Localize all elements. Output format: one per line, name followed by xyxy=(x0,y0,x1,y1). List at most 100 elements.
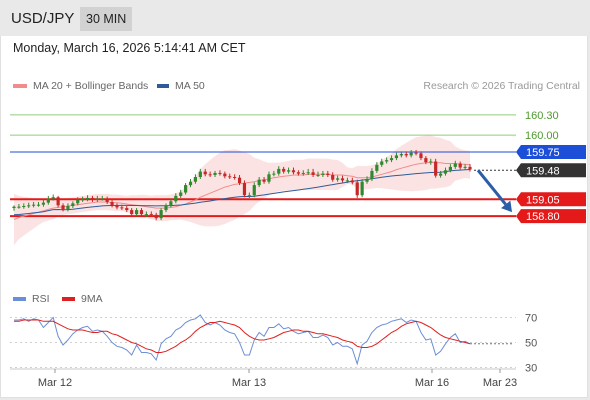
candle-body xyxy=(242,183,247,196)
current-price-label: 159.48 xyxy=(526,165,560,177)
candle-body xyxy=(120,207,124,209)
candle-body xyxy=(370,170,374,180)
candle-body xyxy=(188,181,193,186)
candle-body xyxy=(306,172,310,174)
candle-body xyxy=(184,185,188,193)
candle-body xyxy=(144,214,148,216)
ma20-line xyxy=(13,161,471,220)
candle-body xyxy=(237,177,242,184)
candle-body xyxy=(56,197,60,206)
candle-body xyxy=(331,174,335,180)
ma50-line xyxy=(13,169,471,216)
candle-body xyxy=(404,154,408,156)
x-tick-label: Mar 12 xyxy=(38,377,72,389)
rsi-panel: 70 50 30 xyxy=(10,313,537,375)
candle-body xyxy=(345,180,350,182)
candle-body xyxy=(208,174,212,176)
candle-body xyxy=(340,178,345,181)
candle-body xyxy=(429,161,433,163)
candle-body xyxy=(12,206,16,209)
candle-body xyxy=(257,179,261,186)
rsi-line xyxy=(14,314,471,366)
candle-body xyxy=(149,214,153,216)
candle-body xyxy=(66,206,70,210)
candle-body xyxy=(296,172,300,174)
level-label-pivot: 159.75 xyxy=(526,147,560,159)
candle-body xyxy=(409,152,413,156)
candle-body xyxy=(90,197,95,200)
timeframe-button[interactable]: 30 MIN xyxy=(80,7,133,31)
candle-body xyxy=(198,171,202,177)
candle-body xyxy=(316,174,320,176)
candle-body xyxy=(193,177,198,182)
candle-body xyxy=(85,197,90,200)
candle-body xyxy=(380,161,384,165)
legend-ma50-label: MA 50 xyxy=(175,80,205,92)
candle-body xyxy=(164,205,168,211)
candle-body xyxy=(22,206,26,208)
candle-body xyxy=(365,179,369,182)
level-label-resistance: 160.30 xyxy=(525,110,559,122)
legend-ma50: MA 50 xyxy=(157,80,205,92)
rsi-tick-label: 30 xyxy=(525,363,537,375)
candle-body xyxy=(81,199,85,201)
candle-body xyxy=(218,172,222,174)
candle-body xyxy=(311,172,315,175)
candle-body xyxy=(443,170,448,174)
level-tag-support xyxy=(516,209,586,224)
candle-body xyxy=(61,205,65,210)
candle-body xyxy=(134,210,139,215)
x-tick-label: Mar 13 xyxy=(232,377,266,389)
candle-body xyxy=(252,185,256,196)
candle-body xyxy=(277,168,281,174)
ma20-swatch xyxy=(13,84,27,89)
price-levels: 160.30 160.00 159.75 159.05 158.80 xyxy=(10,110,586,224)
candle-body xyxy=(282,168,286,172)
candle-body xyxy=(326,173,330,175)
candle-body xyxy=(169,201,173,206)
candle-body xyxy=(27,205,31,207)
ma9-swatch xyxy=(62,297,75,302)
candle-body xyxy=(414,152,418,154)
level-label-support: 158.80 xyxy=(526,211,560,223)
candle-body xyxy=(223,173,227,177)
candle-body xyxy=(247,195,251,197)
candle-body xyxy=(51,197,55,199)
date-line: Monday, March 16, 2026 5:14:41 AM CET xyxy=(13,41,246,55)
forecast-arrow-shaft xyxy=(476,169,507,206)
legend-rsi-label: RSI xyxy=(32,293,50,305)
candle-body xyxy=(360,181,364,196)
candle-body xyxy=(389,158,394,161)
candle-body xyxy=(355,182,359,196)
candles xyxy=(12,150,472,221)
candle-body xyxy=(350,180,354,183)
legend-9ma: 9MA xyxy=(62,293,103,305)
candle-body xyxy=(468,166,472,170)
candle-body xyxy=(336,178,340,180)
candle-body xyxy=(272,173,276,175)
legend-rsi: RSI xyxy=(13,293,50,305)
rsi-tick-label: 50 xyxy=(525,338,537,350)
candle-body xyxy=(394,155,399,159)
legend-ma20: MA 20 + Bollinger Bands xyxy=(13,80,148,92)
level-tag-pivot xyxy=(516,145,586,160)
candle-body xyxy=(154,214,158,219)
candle-body xyxy=(213,172,217,175)
candle-body xyxy=(385,160,389,162)
legend-9ma-label: 9MA xyxy=(81,293,103,305)
candle-body xyxy=(453,163,457,167)
current-price-tag xyxy=(516,163,586,178)
candle-body xyxy=(115,205,119,208)
candle-body xyxy=(17,206,21,208)
candle-body xyxy=(448,166,452,171)
candle-body xyxy=(32,204,36,206)
candle-body xyxy=(105,198,109,202)
candle-body xyxy=(159,210,163,219)
candle-body xyxy=(179,192,183,196)
attribution: Research © 2026 Trading Central xyxy=(423,80,580,92)
candle-body xyxy=(41,202,46,205)
candle-body xyxy=(46,198,50,203)
rsi-tick-label: 70 xyxy=(525,313,537,325)
candle-body xyxy=(262,179,266,182)
